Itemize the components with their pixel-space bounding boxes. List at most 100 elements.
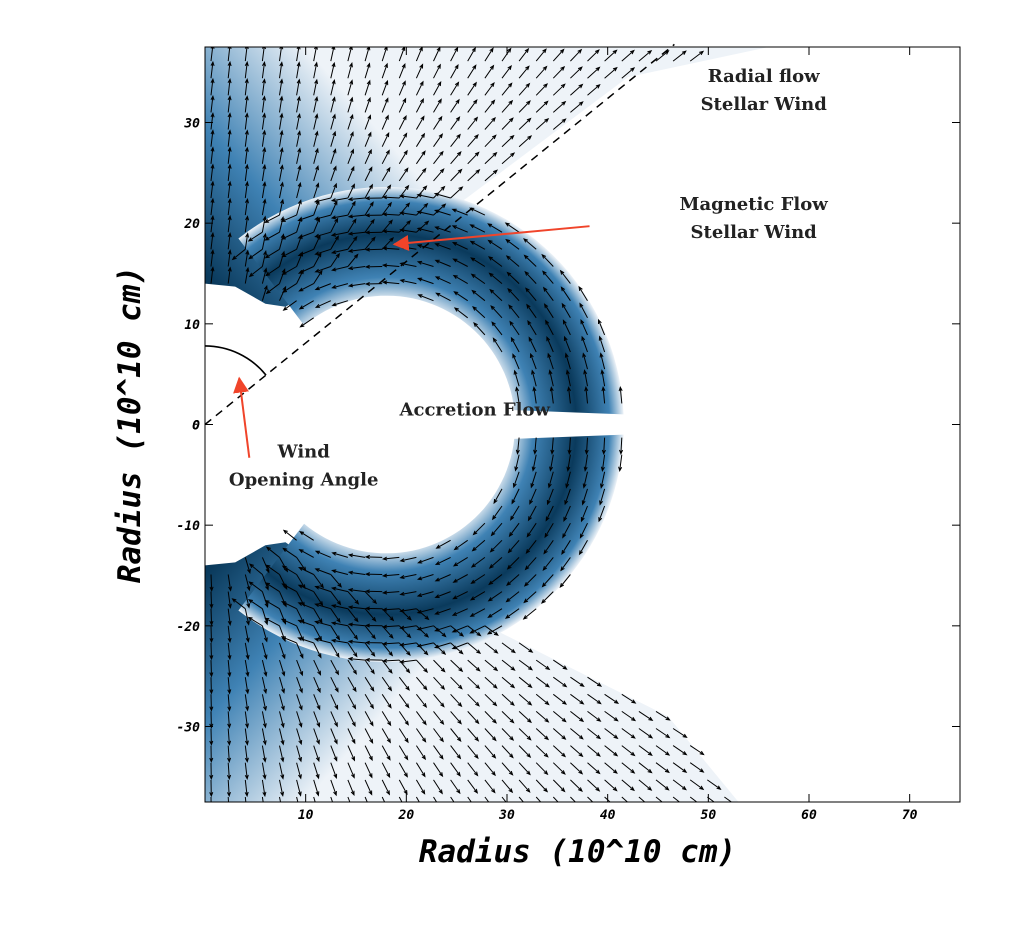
velocity-arrow-488 [416, 591, 434, 597]
velocity-arrow-625 [490, 522, 503, 537]
velocity-arrow-693 [524, 557, 537, 571]
velocity-arrow-54 [227, 60, 232, 79]
velocity-arrow-850 [672, 762, 688, 773]
velocity-arrows [209, 47, 733, 802]
velocity-arrow-528 [434, 259, 451, 267]
velocity-arrow-840 [638, 49, 653, 62]
velocity-arrow-587 [469, 608, 486, 617]
velocity-arrow-632 [488, 272, 503, 284]
velocity-arrow-42 [227, 266, 232, 284]
velocity-arrow-807 [604, 728, 619, 740]
radial-label-0: Radial flow [708, 66, 820, 87]
velocity-arrow-285 [330, 79, 336, 96]
radial-label-1: Stellar Wind [701, 94, 828, 115]
velocity-arrow-743 [541, 253, 554, 267]
velocity-arrow-20 [210, 163, 215, 181]
velocity-arrow-276 [330, 200, 338, 216]
velocity-arrow-647 [518, 728, 532, 741]
velocity-arrow-798 [579, 302, 588, 319]
velocity-arrow-443 [415, 711, 427, 726]
velocity-arrow-432 [398, 132, 408, 147]
velocity-arrow-241 [313, 147, 319, 164]
velocity-arrow-718 [552, 762, 566, 775]
velocity-arrow-793 [584, 386, 589, 404]
velocity-arrow-517 [450, 642, 464, 655]
velocity-arrow-533 [433, 192, 451, 199]
velocity-arrow-638 [501, 117, 514, 130]
velocity-arrow-623 [488, 557, 503, 569]
velocity-arrow-823 [621, 779, 635, 792]
velocity-arrow-248 [330, 796, 334, 802]
velocity-arrow-711 [535, 117, 550, 130]
velocity-arrow-749 [570, 796, 577, 802]
velocity-arrow-182 [281, 565, 297, 575]
velocity-arrow-694 [525, 539, 537, 555]
velocity-arrow-631 [489, 288, 503, 302]
velocity-arrow-516 [450, 659, 464, 673]
velocity-arrow-501 [433, 150, 444, 165]
velocity-arrow-7 [209, 677, 214, 695]
velocity-arrow-446 [416, 659, 429, 673]
velocity-arrow-586 [469, 625, 486, 634]
x-tick-label-0: 10 [298, 808, 314, 823]
velocity-arrow-207 [313, 779, 320, 797]
velocity-arrow-80 [244, 146, 249, 164]
velocity-arrow-787 [579, 522, 588, 539]
velocity-arrow-692 [523, 574, 537, 587]
velocity-arrow-832 [621, 67, 636, 79]
velocity-arrow-427 [381, 212, 400, 217]
velocity-arrow-708 [524, 270, 537, 284]
velocity-arrow-548 [467, 693, 480, 707]
y-tick-label-3: 0 [192, 419, 200, 434]
velocity-arrow-133 [279, 642, 286, 660]
velocity-arrow-810 [598, 505, 606, 523]
velocity-arrow-509 [450, 779, 461, 795]
velocity-arrow-761 [563, 505, 571, 523]
velocity-arrow-725 [540, 591, 554, 604]
velocity-arrow-613 [501, 728, 515, 741]
velocity-arrow-515 [450, 676, 463, 690]
velocity-arrow-703 [529, 352, 537, 370]
velocity-arrow-1 [209, 779, 214, 798]
velocity-arrow-110 [261, 232, 267, 250]
velocity-arrow-697 [529, 488, 537, 505]
velocity-arrow-298 [330, 638, 348, 644]
velocity-arrow-559 [453, 539, 468, 551]
velocity-arrow-431 [398, 149, 408, 165]
velocity-arrow-370 [381, 711, 392, 727]
velocity-arrow-223 [313, 574, 324, 589]
velocity-arrow-496 [433, 203, 447, 216]
velocity-arrow-526 [435, 292, 451, 302]
velocity-arrow-262 [314, 603, 331, 610]
velocity-arrow-315 [347, 200, 356, 216]
velocity-arrow-22 [210, 129, 215, 147]
velocity-arrow-200 [296, 130, 301, 147]
velocity-arrow-558 [452, 556, 468, 567]
x-tick-label-2: 30 [498, 808, 515, 823]
velocity-arrow-504 [433, 98, 442, 113]
velocity-arrow-819 [598, 318, 606, 336]
velocity-arrow-10 [209, 625, 214, 644]
velocity-arrow-217 [313, 625, 323, 642]
velocity-arrow-117 [261, 146, 267, 164]
velocity-arrow-603 [484, 134, 497, 148]
velocity-arrow-611 [501, 762, 514, 776]
velocity-arrow-279 [313, 197, 331, 203]
velocity-arrow-339 [364, 625, 376, 640]
velocity-arrow-403 [398, 779, 408, 796]
velocity-arrow-322 [347, 113, 354, 130]
velocity-arrow-506 [433, 63, 441, 79]
velocity-arrow-397 [381, 114, 389, 130]
velocity-arrow-663 [515, 437, 520, 455]
velocity-arrow-323 [347, 96, 354, 113]
velocity-arrow-639 [501, 99, 514, 113]
velocity-arrow-669 [508, 304, 520, 319]
velocity-arrow-309 [347, 253, 359, 267]
velocity-arrow-318 [330, 197, 348, 203]
velocity-arrow-462 [416, 202, 429, 216]
velocity-arrow-766 [567, 386, 572, 404]
velocity-arrow-849 [672, 779, 687, 791]
velocity-arrow-411 [381, 658, 400, 663]
velocity-arrow-666 [512, 353, 520, 370]
velocity-arrow-707 [525, 287, 537, 302]
